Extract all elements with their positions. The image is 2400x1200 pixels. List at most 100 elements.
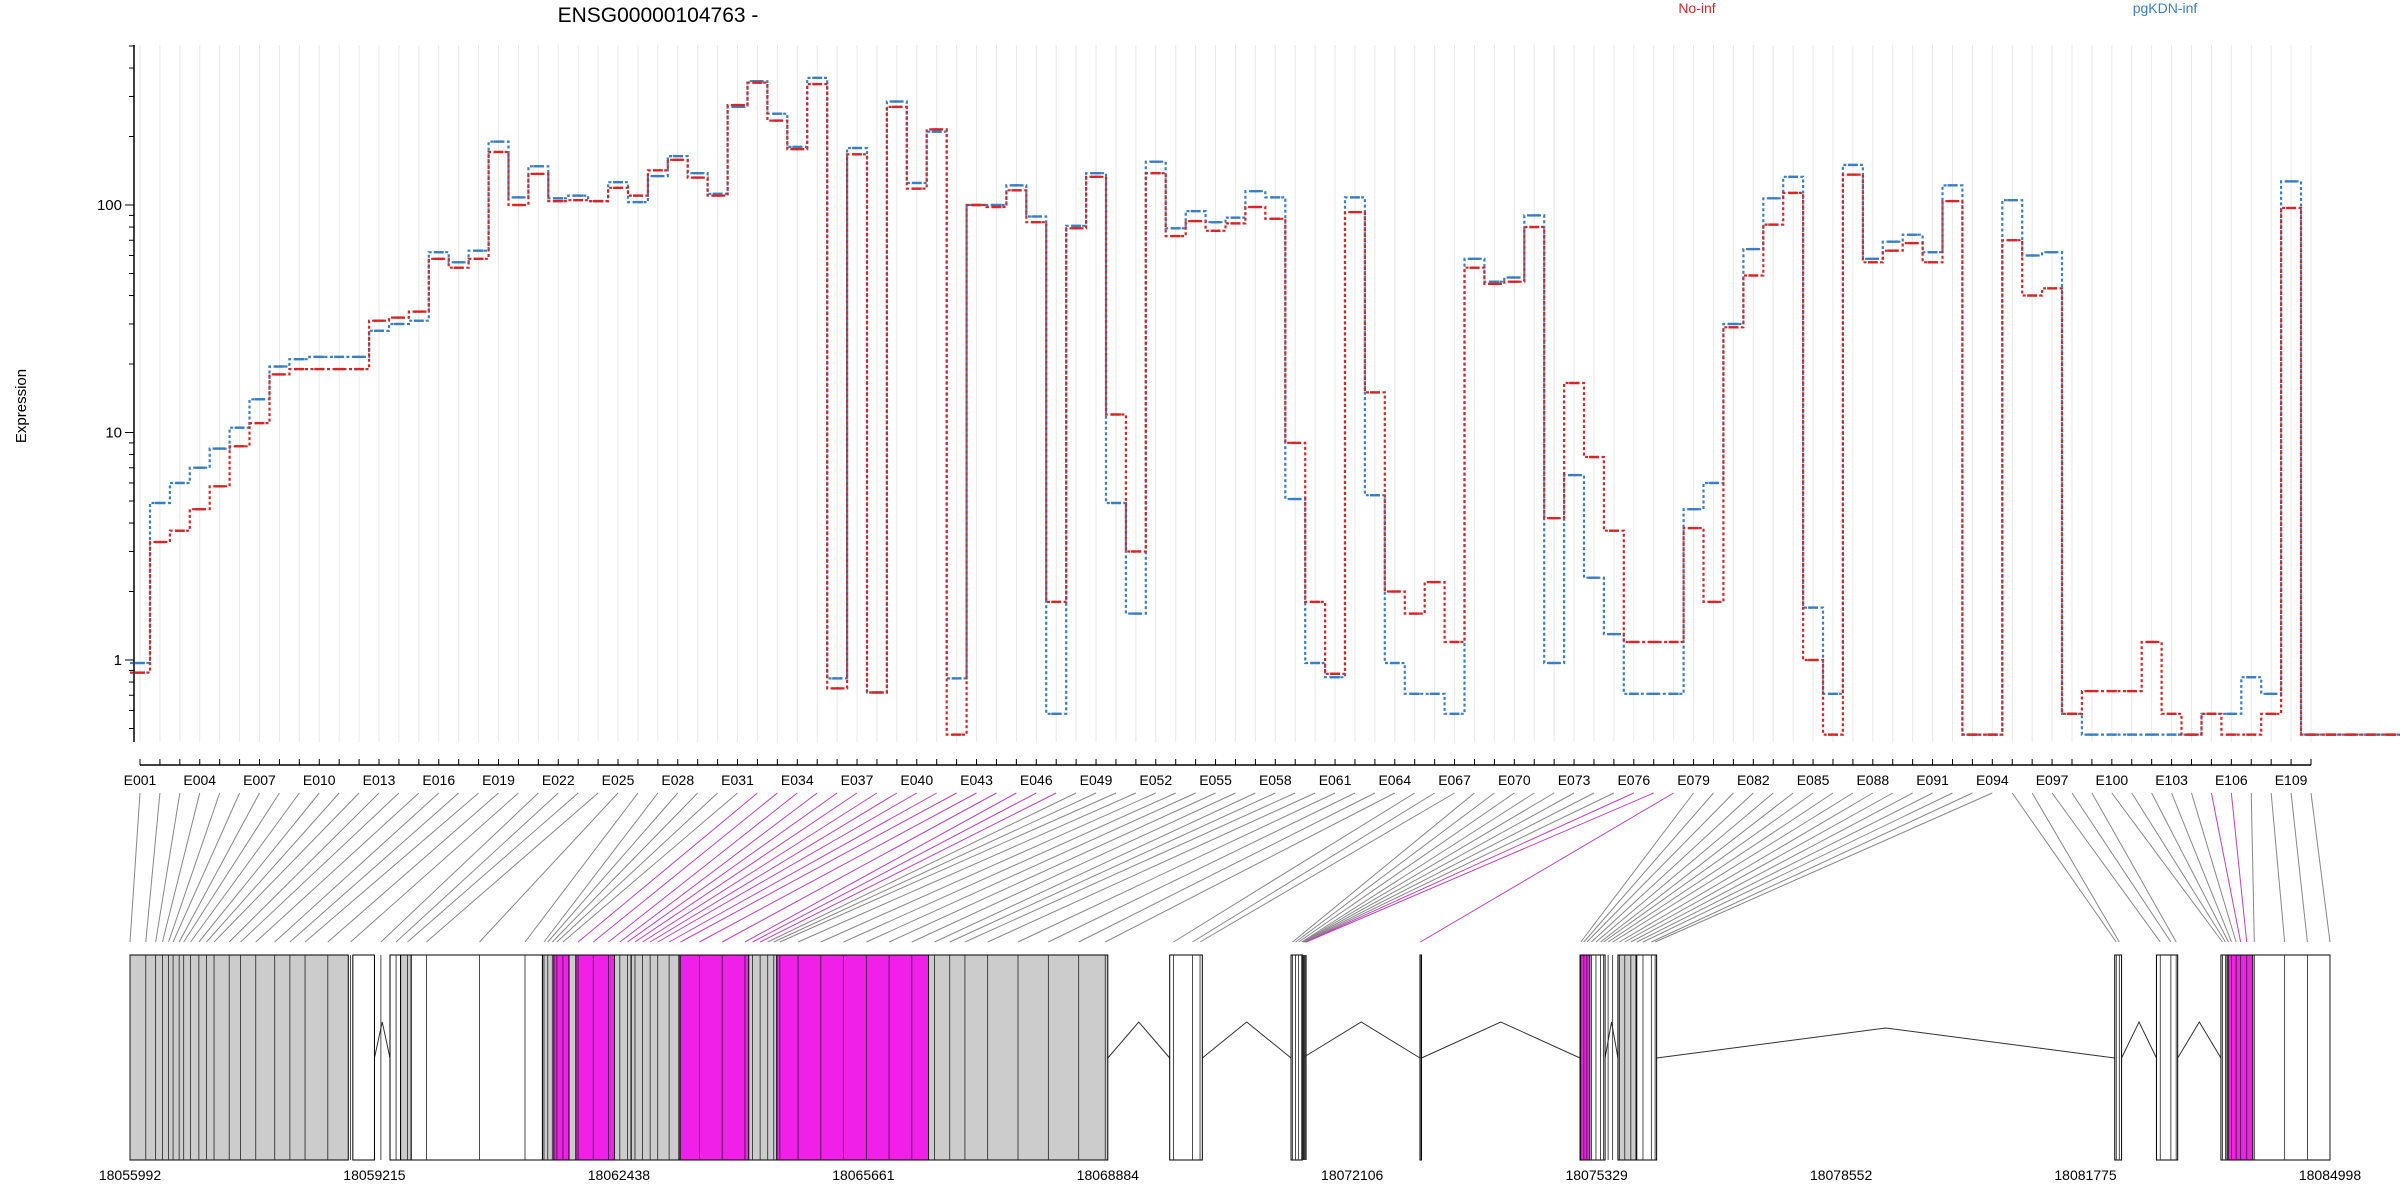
x-tick-label: E043 (960, 772, 993, 788)
x-tick-label: E028 (661, 772, 694, 788)
exon-connector (699, 792, 977, 943)
exon-connector (479, 792, 619, 943)
exon-block (400, 954, 412, 1161)
exon-connector (759, 792, 1057, 943)
exon-connector (2230, 792, 2248, 943)
exon-connector (145, 792, 161, 943)
x-tick-label: E031 (721, 772, 754, 788)
exon-connector (1600, 792, 1794, 943)
exon-connector (2131, 792, 2226, 943)
x-tick-label: E091 (1916, 772, 1949, 788)
exon-connector (129, 792, 141, 943)
exon-block (1169, 954, 1203, 1161)
genomic-tick-label: 18072106 (1321, 1167, 1384, 1183)
exon-connector (2151, 792, 2229, 943)
genomic-tick-label: 18065661 (832, 1167, 895, 1183)
exon-connector (1654, 792, 1993, 943)
exon-block (1617, 954, 1637, 1161)
x-tick-label: E109 (2275, 772, 2308, 788)
x-tick-label: E052 (1139, 772, 1172, 788)
x-tick-label: E061 (1319, 772, 1352, 788)
intron (1302, 1021, 1421, 1059)
exon-connector (198, 792, 320, 943)
exon-connector (2310, 792, 2331, 943)
vertical-gridlines (139, 45, 2312, 742)
intron (1107, 1021, 1171, 1059)
exon-connector (964, 792, 1296, 943)
exon-connector (213, 792, 360, 943)
series-line-no-inf (130, 81, 2400, 736)
exon-connector (206, 792, 340, 943)
exon-connector (934, 792, 1256, 943)
genomic-tick-label: 18059215 (343, 1167, 406, 1183)
exon-block (2226, 954, 2254, 1161)
exon-connector (426, 792, 599, 943)
exon-connector (1595, 792, 1774, 943)
x-tick-label: E037 (841, 772, 874, 788)
exon-connector (2171, 792, 2233, 943)
exon-connector (577, 792, 758, 943)
chart-title: ENSG00000104763 - (558, 4, 759, 27)
exon-connector (779, 792, 1117, 943)
exon-connector (797, 792, 1137, 943)
gene-model (129, 954, 2331, 1161)
exon-connector (987, 792, 1316, 943)
exon-connector (680, 792, 957, 943)
exon-connector (1304, 792, 1615, 943)
x-tick-label: E046 (1020, 772, 1053, 788)
exon-connector (1078, 792, 1376, 943)
exon-connector (327, 792, 499, 943)
x-tick-label: E106 (2215, 772, 2248, 788)
exon-connector (2191, 792, 2237, 943)
exon-connector (240, 792, 400, 943)
exon-connector (1199, 792, 1455, 943)
exon-block (630, 954, 680, 1161)
exon-connector (2210, 792, 2242, 943)
intron (1202, 1021, 1292, 1059)
exon-connector (1624, 792, 1893, 943)
x-tick-label: E082 (1737, 772, 1770, 788)
exon-connector (2071, 792, 2172, 943)
exon-axis: E001 E004 E007 E010 E013 E016 E019 E022 E025 E028… (124, 759, 2312, 788)
exon-connector (1306, 792, 1654, 943)
x-tick-label: E025 (602, 772, 635, 788)
legend-entry-pgkdn-inf: pgKDN-inf (2133, 0, 2198, 16)
exon-connector (1173, 792, 1415, 943)
exon-block (2155, 954, 2179, 1161)
exon-connector (608, 792, 798, 943)
x-tick-label: E103 (2155, 772, 2188, 788)
exon-connector (155, 792, 181, 943)
x-tick-label: E010 (303, 772, 336, 788)
y-tick-label: 100 (97, 197, 122, 214)
exon-connector (1651, 792, 1973, 943)
genomic-tick-label: 18084998 (2299, 1167, 2362, 1183)
exon-connector (820, 792, 1156, 943)
exon-block (389, 954, 402, 1161)
exon-connector (228, 792, 380, 943)
exon-connector (304, 792, 479, 943)
genomic-tick-label: 18081775 (2054, 1167, 2117, 1183)
x-tick-label: E040 (900, 772, 933, 788)
intron (1604, 1021, 1619, 1059)
exon-connector (1292, 792, 1475, 943)
genomic-tick-label: 18055992 (99, 1167, 162, 1183)
x-tick-label: E016 (422, 772, 455, 788)
x-tick-label: E034 (781, 772, 814, 788)
x-tick-label: E088 (1856, 772, 1889, 788)
exon-connector (888, 792, 1216, 943)
exon-connector (767, 792, 1077, 943)
exon-connector (1583, 792, 1714, 943)
exon-connector (1302, 792, 1575, 943)
exon-connector (773, 792, 1097, 943)
x-tick-label: E019 (482, 772, 515, 788)
exon-connector (1420, 792, 1674, 943)
exon-connector (627, 792, 838, 943)
intron (2177, 1021, 2222, 1059)
exon-connector (1298, 792, 1515, 943)
exon-connector (1305, 792, 1635, 943)
exon-connector (172, 792, 241, 943)
exon-connector (183, 792, 280, 943)
exon-connector (2290, 792, 2308, 943)
x-tick-label: E085 (1797, 772, 1830, 788)
